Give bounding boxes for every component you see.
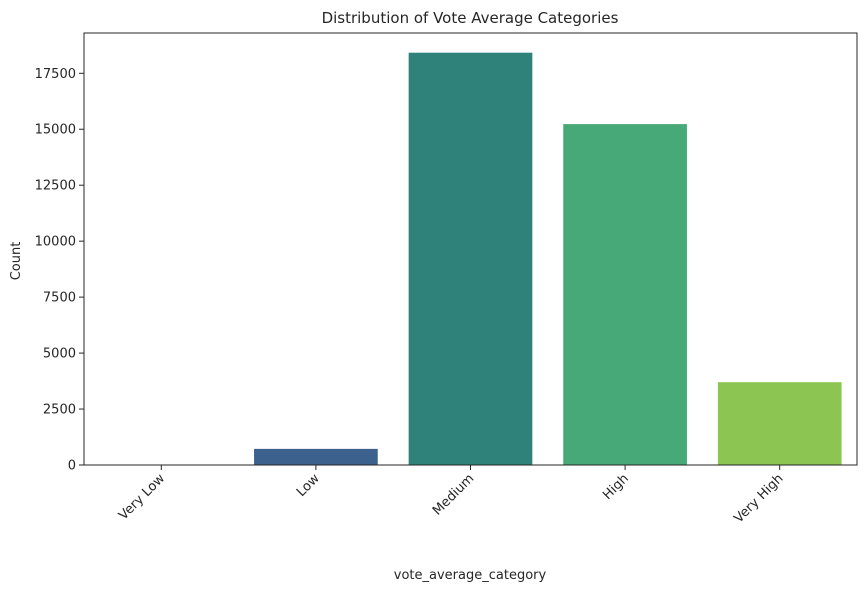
y-tick-label: 5000 bbox=[43, 347, 76, 362]
y-tick-label: 12500 bbox=[35, 179, 76, 194]
y-axis: 0 2500 5000 7500 10000 12500 15000 17500 bbox=[35, 67, 84, 474]
bar-high bbox=[563, 124, 687, 465]
x-tick-label-medium: Medium bbox=[430, 471, 477, 518]
y-tick-label: 10000 bbox=[35, 235, 76, 250]
y-tick-label: 15000 bbox=[35, 123, 76, 138]
x-tick-label-very-low: Very Low bbox=[116, 471, 168, 523]
y-tick-label: 7500 bbox=[43, 291, 76, 306]
y-tick-label: 17500 bbox=[35, 67, 76, 82]
x-tick-label-low: Low bbox=[294, 471, 323, 500]
bar-very-high bbox=[717, 382, 842, 465]
bar-low bbox=[254, 448, 378, 465]
x-axis: Very Low Low Medium High Very High bbox=[116, 465, 787, 526]
y-tick-label: 2500 bbox=[43, 403, 76, 418]
plot-frame bbox=[83, 32, 858, 466]
x-axis-title: vote_average_category bbox=[394, 568, 547, 583]
x-tick-label-very-high: Very High bbox=[731, 471, 786, 526]
y-axis-title: Count bbox=[9, 242, 24, 281]
chart-title: Distribution of Vote Average Categories bbox=[322, 9, 619, 27]
x-tick-label-high: High bbox=[600, 471, 632, 503]
bar-medium bbox=[408, 52, 533, 465]
bars-group bbox=[99, 52, 842, 465]
y-tick-label: 0 bbox=[68, 459, 76, 474]
